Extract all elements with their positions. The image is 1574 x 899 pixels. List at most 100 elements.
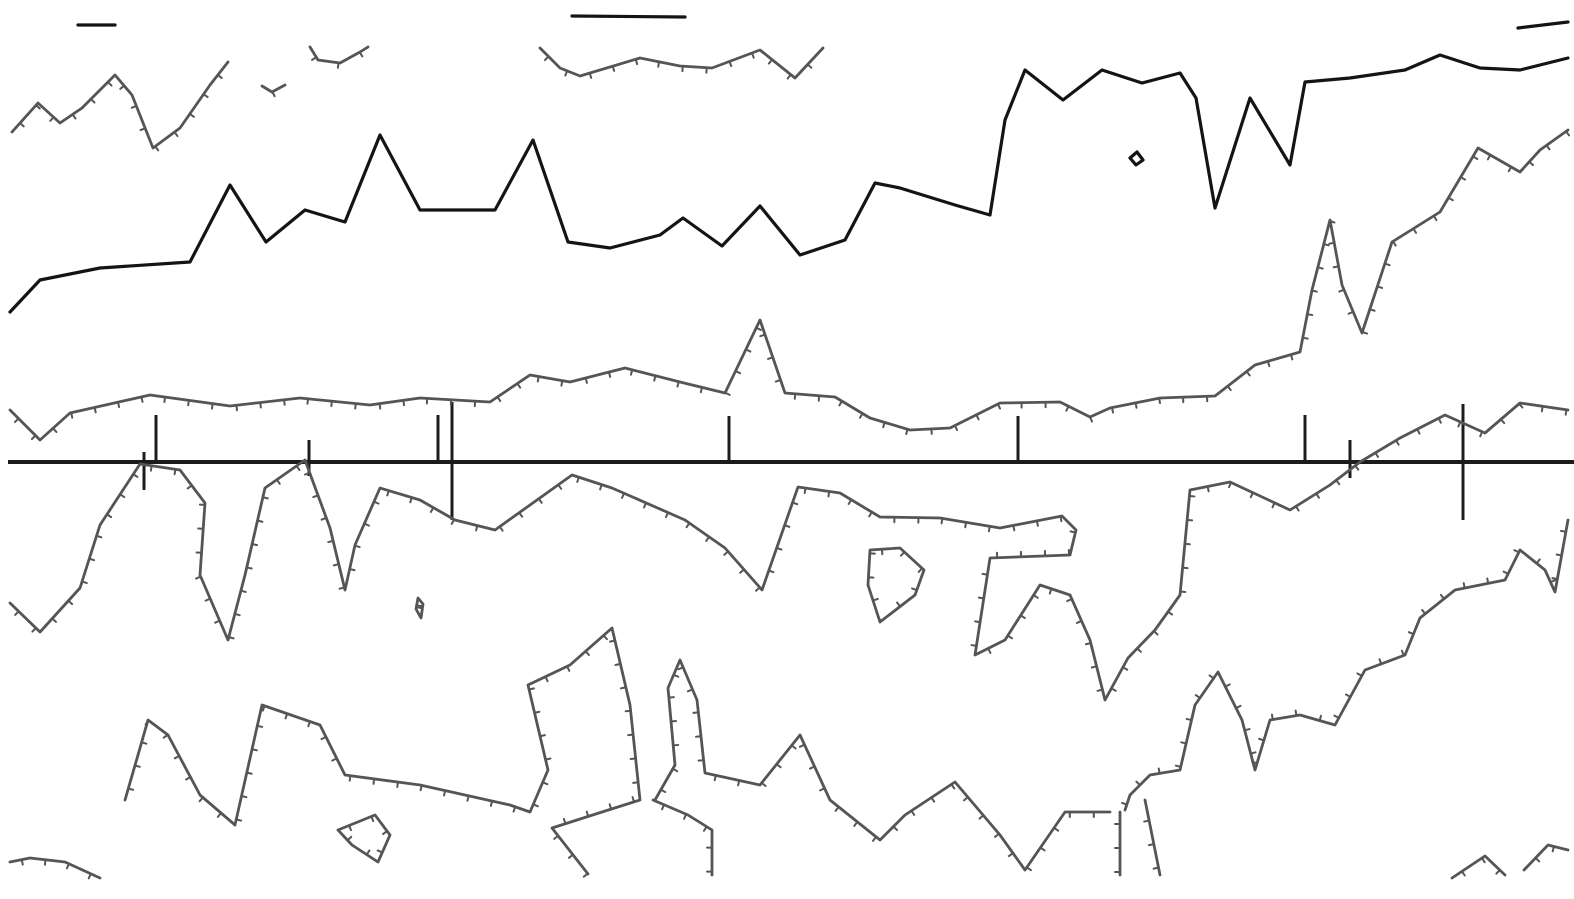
contour-tick <box>868 511 873 518</box>
contour-tick <box>466 794 470 802</box>
contour-tick <box>283 398 286 406</box>
contour-tick <box>970 644 978 647</box>
contour-tick <box>416 606 424 610</box>
contour-tick <box>1347 310 1355 315</box>
contour-tick <box>1335 479 1341 486</box>
contour-tick <box>1486 577 1490 585</box>
contour-grey-bottom-left <box>8 856 102 880</box>
contour-tick <box>1039 846 1046 852</box>
contour-tick <box>1032 594 1039 599</box>
contour-tick <box>838 400 843 407</box>
contour-grey-upper-band <box>8 128 1570 442</box>
contour-grey-lower-left <box>123 626 642 876</box>
contour-tick <box>320 735 327 741</box>
contour-tick <box>798 743 806 748</box>
contour-tick <box>1249 751 1257 755</box>
contour-tick <box>1416 428 1421 435</box>
contour-tick <box>1328 241 1336 245</box>
contour-tick <box>739 568 745 574</box>
contour-tick <box>1534 856 1541 863</box>
contour-tick <box>621 492 626 499</box>
contour-grey-top-left <box>10 60 230 150</box>
contour-tick <box>1152 866 1160 870</box>
contour-tick <box>216 73 223 80</box>
contour-tick <box>930 796 936 803</box>
contour-tick <box>144 719 150 726</box>
contour-tick <box>1559 529 1567 533</box>
contour-tick <box>235 818 243 822</box>
contour-tick <box>566 665 571 672</box>
contour-tick <box>791 501 799 506</box>
contour-tick <box>512 805 517 813</box>
contour-tick <box>963 796 969 802</box>
contour-tick <box>119 493 126 499</box>
contour-tick <box>827 490 831 498</box>
contour-tick <box>899 551 906 557</box>
contour-tick <box>760 781 767 788</box>
contour-tick <box>378 402 382 410</box>
contour-tick <box>382 830 389 836</box>
contour-tick <box>348 774 352 782</box>
contour-tick <box>750 52 755 59</box>
contour-tick <box>629 368 634 376</box>
contour-tick <box>1518 402 1524 409</box>
contour-tick <box>1053 826 1060 832</box>
contour-tick <box>429 506 435 513</box>
contour-tick <box>227 636 235 640</box>
contour-tick <box>1486 154 1492 161</box>
contour-tick <box>1400 649 1405 657</box>
contour-tick <box>245 771 253 775</box>
contour-tick <box>1332 265 1340 269</box>
contour-tick <box>1157 767 1161 775</box>
contour-tick <box>1066 597 1073 603</box>
contour-tick <box>1048 587 1053 595</box>
contour-tick <box>489 799 493 807</box>
contour-tick <box>1245 370 1251 377</box>
contour-tick <box>348 824 352 832</box>
contour-tick <box>1344 693 1352 698</box>
contour-tick <box>31 627 37 633</box>
contour-tick <box>1513 549 1520 554</box>
contour-tick <box>1158 397 1162 405</box>
contour-tick <box>1224 683 1231 688</box>
contour-tick <box>1472 155 1479 160</box>
contour-tick <box>358 51 364 58</box>
contour-tick <box>130 104 138 109</box>
contour-tick <box>532 803 539 808</box>
contour-grey-top-mark <box>260 83 287 94</box>
contour-tick <box>1549 579 1557 584</box>
contour-tick <box>139 127 147 132</box>
contour-grey-lower-loop <box>336 813 392 864</box>
contour-tick <box>402 399 406 407</box>
contour-tick <box>599 483 603 491</box>
contour-tick <box>240 795 248 799</box>
contour-tick <box>496 395 502 403</box>
contour-tick <box>624 709 632 713</box>
contour-tick <box>233 612 241 617</box>
contour-tick <box>261 704 266 712</box>
contour-dark-main <box>8 53 1570 314</box>
contour-grey-lower-uptick <box>651 798 714 877</box>
contour-tick <box>95 534 103 539</box>
contour-tick <box>1006 634 1014 640</box>
contour-tick <box>642 501 647 509</box>
contour-tick <box>905 428 909 436</box>
contour-tick <box>386 489 390 497</box>
contour-tick <box>987 647 992 654</box>
contour-tick <box>1152 630 1159 636</box>
contour-tick <box>1194 694 1201 699</box>
contour-tick <box>376 849 384 854</box>
contour-tick <box>755 326 762 331</box>
contour-tick <box>632 781 640 784</box>
contour-tick <box>1301 336 1309 340</box>
contour-tick <box>806 63 813 69</box>
contour-tick <box>106 81 113 87</box>
contour-tick <box>185 776 192 781</box>
contour-tick <box>853 820 859 827</box>
contour-grey-bottom-right <box>1450 843 1570 880</box>
contour-tick <box>1338 288 1345 293</box>
contour-tick <box>910 809 916 816</box>
contour-tick <box>1084 642 1092 646</box>
contour-tick <box>588 72 593 79</box>
contour-tick <box>576 476 580 483</box>
